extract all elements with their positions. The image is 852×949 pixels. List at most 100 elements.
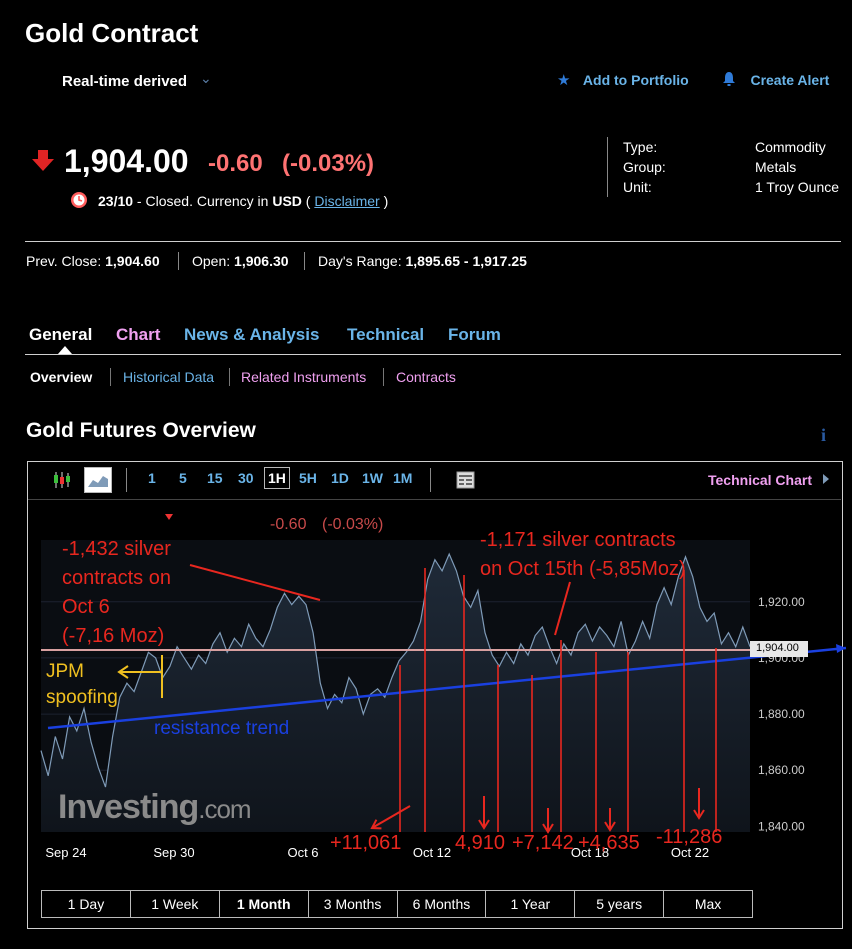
type-label: Type: bbox=[623, 139, 658, 155]
quote-date: 23/10 bbox=[98, 193, 134, 209]
y-axis: 1,840.001,860.001,880.001,900.001,920.00 bbox=[758, 595, 805, 834]
range-selector: 1 Day 1 Week 1 Month 3 Months 6 Months 1… bbox=[41, 890, 753, 918]
annotation-line: (-7,16 Moz) bbox=[62, 625, 165, 647]
oct6-pointer bbox=[189, 564, 321, 601]
x-tick-label: Oct 12 bbox=[413, 845, 451, 860]
feed-selector[interactable]: Real-time derived bbox=[62, 73, 188, 90]
subtab-contracts[interactable]: Contracts bbox=[396, 369, 456, 385]
subtab-overview[interactable]: Overview bbox=[30, 369, 93, 385]
star-icon: ★ bbox=[557, 72, 571, 89]
candlestick-icon[interactable] bbox=[52, 471, 72, 489]
active-tab-indicator bbox=[58, 346, 72, 354]
watermark-name: Investing bbox=[58, 788, 199, 826]
interval-1[interactable]: 1 bbox=[148, 470, 156, 486]
x-tick-label: Oct 22 bbox=[671, 845, 709, 860]
range-1-day[interactable]: 1 Day bbox=[42, 891, 131, 917]
technical-chart-link[interactable]: Technical Chart bbox=[708, 472, 812, 488]
page-title: Gold Contract bbox=[25, 18, 199, 48]
annotation-arrow-head bbox=[478, 819, 490, 830]
price-line bbox=[40, 552, 751, 788]
interval-1w[interactable]: 1W bbox=[362, 470, 383, 486]
group-value: Metals bbox=[755, 159, 797, 175]
tab-news-analysis[interactable]: News & Analysis bbox=[184, 325, 320, 344]
range-1-year[interactable]: 1 Year bbox=[486, 891, 576, 917]
down-arrow-icon bbox=[32, 150, 54, 171]
interval-1h[interactable]: 1H bbox=[264, 467, 290, 489]
market-status: 23/10 - Closed. Currency in USD ( Discla… bbox=[98, 193, 388, 209]
clock-icon bbox=[71, 192, 87, 208]
tab-forum[interactable]: Forum bbox=[448, 325, 501, 344]
add-to-portfolio-label: Add to Portfolio bbox=[582, 72, 689, 88]
price-change-percent: (-0.03%) bbox=[282, 150, 375, 177]
range-3-months[interactable]: 3 Months bbox=[309, 891, 398, 917]
chart-change-percent: (-0.03%) bbox=[322, 516, 384, 533]
annotation-n4: +4,635 bbox=[578, 832, 640, 854]
tab-chart[interactable]: Chart bbox=[116, 325, 161, 344]
annotation-line: JPM bbox=[46, 661, 84, 682]
range-5-years[interactable]: 5 years bbox=[575, 891, 665, 917]
toolbar-divider bbox=[28, 499, 841, 500]
annotation-arrow-head bbox=[693, 809, 705, 820]
tab-general[interactable]: General bbox=[29, 325, 93, 344]
interval-5[interactable]: 5 bbox=[179, 470, 187, 486]
annotation-line: spoofing bbox=[46, 687, 118, 708]
y-tick-label: 1,920.00 bbox=[758, 595, 805, 609]
table-view-icon[interactable] bbox=[456, 471, 475, 489]
currency: USD bbox=[272, 193, 302, 209]
range-1-week[interactable]: 1 Week bbox=[131, 891, 220, 917]
toolbar-separator bbox=[430, 468, 431, 492]
x-tick-label: Oct 18 bbox=[571, 845, 609, 860]
technical-chart-arrow-icon bbox=[823, 474, 829, 484]
price-tag bbox=[750, 641, 808, 657]
unit-label: Unit: bbox=[623, 179, 652, 195]
create-alert-button[interactable]: Create Alert bbox=[722, 71, 829, 90]
tab-divider bbox=[25, 354, 841, 355]
annotation-line: -1,171 silver contracts bbox=[480, 529, 676, 551]
toolbar-separator bbox=[126, 468, 127, 492]
subtab-separator bbox=[383, 368, 384, 386]
interval-15[interactable]: 15 bbox=[207, 470, 223, 486]
interval-30[interactable]: 30 bbox=[238, 470, 254, 486]
x-tick-label: Sep 30 bbox=[153, 845, 194, 860]
bell-icon bbox=[723, 72, 735, 86]
subtab-related-instruments[interactable]: Related Instruments bbox=[241, 369, 367, 385]
interval-5h[interactable]: 5H bbox=[299, 470, 317, 486]
x-tick-label: Sep 24 bbox=[45, 845, 86, 860]
range-max[interactable]: Max bbox=[694, 896, 722, 912]
contract-markers bbox=[370, 568, 717, 834]
y-tick-label: 1,860.00 bbox=[758, 763, 805, 777]
add-to-portfolio-button[interactable]: ★ Add to Portfolio bbox=[557, 71, 689, 90]
days-range: Day's Range: 1,895.65 - 1,917.25 bbox=[318, 253, 527, 269]
subtab-separator bbox=[229, 368, 230, 386]
interval-1m[interactable]: 1M bbox=[393, 470, 413, 486]
range-1-month[interactable]: 1 Month bbox=[220, 891, 309, 917]
annotation-arrow bbox=[371, 805, 411, 829]
disclaimer-close: ) bbox=[379, 193, 389, 209]
area-chart-icon bbox=[88, 476, 108, 487]
unit-value: 1 Troy Ounce bbox=[755, 179, 840, 195]
create-alert-label: Create Alert bbox=[750, 72, 830, 88]
down-marker-icon bbox=[165, 514, 173, 520]
annotation-n2: 4,910 bbox=[455, 832, 506, 854]
interval-1d[interactable]: 1D bbox=[331, 470, 349, 486]
range-6-months[interactable]: 6 Months bbox=[398, 891, 487, 917]
area-chart-button[interactable] bbox=[84, 467, 112, 493]
prev-close: Prev. Close: 1,904.60 bbox=[26, 253, 160, 269]
section-title: Gold Futures Overview bbox=[26, 419, 256, 442]
annotation-arrow-head bbox=[604, 821, 616, 832]
subtab-historical-data[interactable]: Historical Data bbox=[123, 369, 215, 385]
days-range-value: 1,895.65 - 1,917.25 bbox=[405, 253, 527, 269]
tab-technical[interactable]: Technical bbox=[347, 325, 425, 344]
chevron-down-icon[interactable]: ⌄ bbox=[200, 70, 212, 86]
disclaimer-link[interactable]: Disclaimer bbox=[314, 193, 380, 209]
open-label: Open: bbox=[192, 253, 231, 269]
price-change: -0.60 bbox=[208, 150, 263, 177]
annotation-oct6: -1,432 silver contracts on Oct 6 (-7,16 … bbox=[62, 535, 171, 651]
current-price-label: 1,904.00 bbox=[756, 642, 799, 654]
disclaimer-open: ( bbox=[301, 193, 315, 209]
annotation-jpm: JPM spoofing bbox=[46, 659, 118, 711]
open-value: 1,906.30 bbox=[234, 253, 289, 269]
info-icon[interactable]: i bbox=[821, 425, 827, 445]
trend-arrow-head bbox=[836, 644, 846, 653]
